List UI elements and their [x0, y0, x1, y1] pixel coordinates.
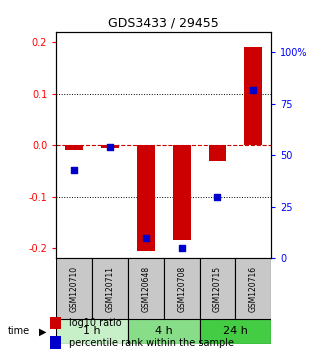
- Bar: [128, 319, 200, 344]
- Bar: [50, 336, 61, 349]
- Point: [107, 144, 112, 150]
- Bar: [200, 258, 235, 319]
- Bar: [164, 258, 200, 319]
- Point: [143, 235, 148, 241]
- Bar: [101, 145, 119, 148]
- Bar: [137, 145, 155, 251]
- Text: ▶: ▶: [39, 326, 46, 336]
- Point: [215, 194, 220, 199]
- Text: percentile rank within the sample: percentile rank within the sample: [69, 338, 234, 348]
- Bar: [65, 145, 83, 150]
- Point: [72, 167, 77, 173]
- Bar: [200, 319, 271, 344]
- Text: GSM120708: GSM120708: [177, 266, 186, 312]
- Point: [179, 245, 184, 251]
- Text: time: time: [8, 326, 30, 336]
- Text: GSM120648: GSM120648: [141, 266, 150, 312]
- Bar: [56, 258, 92, 319]
- Bar: [173, 145, 191, 240]
- Text: GSM120710: GSM120710: [70, 266, 79, 312]
- Text: log10 ratio: log10 ratio: [69, 318, 121, 328]
- Bar: [209, 145, 226, 161]
- Point: [251, 87, 256, 92]
- Text: 4 h: 4 h: [155, 326, 173, 336]
- Bar: [92, 258, 128, 319]
- Bar: [50, 317, 61, 329]
- Title: GDS3433 / 29455: GDS3433 / 29455: [108, 16, 219, 29]
- Text: GSM120715: GSM120715: [213, 266, 222, 312]
- Text: 24 h: 24 h: [223, 326, 248, 336]
- Bar: [235, 258, 271, 319]
- Bar: [56, 319, 128, 344]
- Bar: [128, 258, 164, 319]
- Text: GSM120716: GSM120716: [249, 266, 258, 312]
- Text: 1 h: 1 h: [83, 326, 101, 336]
- Bar: [244, 47, 262, 145]
- Text: GSM120711: GSM120711: [105, 266, 115, 312]
